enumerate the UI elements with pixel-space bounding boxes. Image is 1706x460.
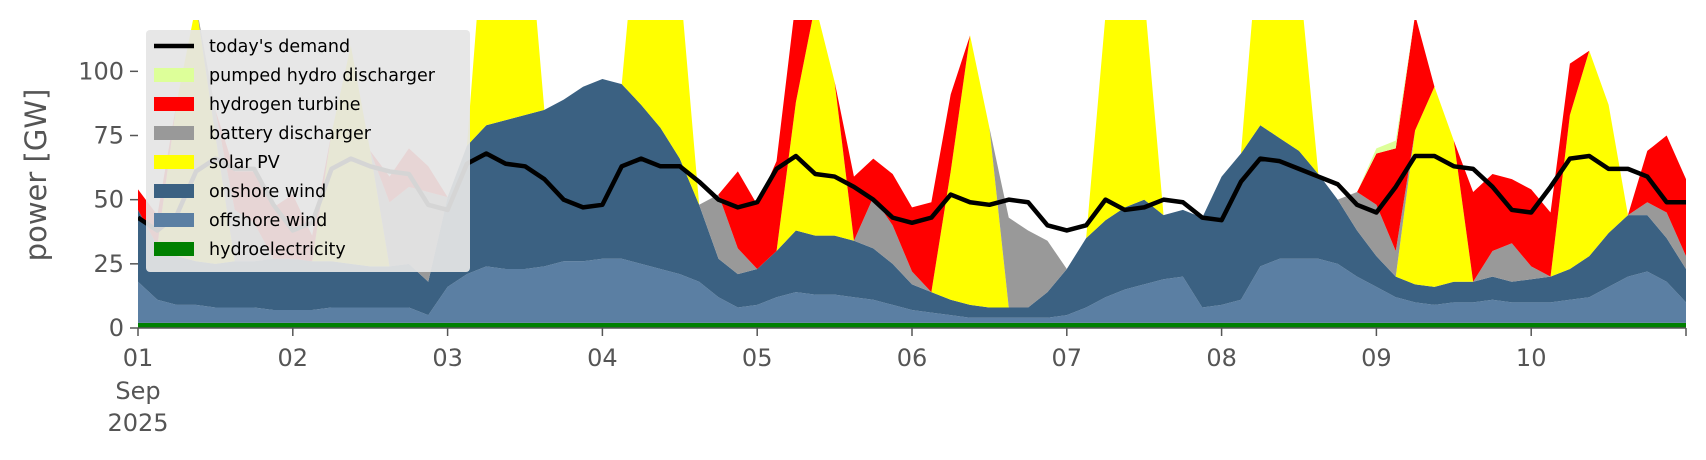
stacked-areas xyxy=(138,20,1686,328)
y-tick-label: 0 xyxy=(109,314,124,342)
x-tick-label: 01 xyxy=(123,344,154,372)
legend-label: hydroelectricity xyxy=(209,240,346,260)
area-onshore-wind xyxy=(138,79,1686,318)
x-tick-label: 10 xyxy=(1516,344,1547,372)
legend-box xyxy=(146,30,470,272)
legend-item-pumped-hydro-discharger: pumped hydro discharger xyxy=(154,66,436,86)
x-tick-label: 02 xyxy=(278,344,309,372)
legend-label: today's demand xyxy=(209,37,350,57)
plot-area xyxy=(138,20,1686,328)
legend-label: offshore wind xyxy=(209,211,327,231)
legend-label: solar PV xyxy=(209,153,280,173)
axes: 0 25 50 75 100 01 Sep 2025 02 03 04 05 06 07 08 09 10 xyxy=(78,57,1687,437)
x-tick-label: 06 xyxy=(897,344,928,372)
legend-swatch xyxy=(154,213,194,227)
x-tick-label: 03 xyxy=(432,344,463,372)
legend-label: hydrogen turbine xyxy=(209,95,361,115)
legend-label: onshore wind xyxy=(209,182,326,202)
legend-swatch xyxy=(154,68,194,82)
area-solar-pv xyxy=(138,20,1686,308)
legend-item-onshore-wind: onshore wind xyxy=(154,182,326,202)
y-tick-label: 50 xyxy=(93,186,124,214)
legend-item-today-s-demand: today's demand xyxy=(154,37,350,57)
legend-label: pumped hydro discharger xyxy=(209,66,436,86)
y-tick-label: 75 xyxy=(93,122,124,150)
y-axis-title: power [GW] xyxy=(19,89,53,262)
area-hydrogen-turbine xyxy=(138,20,1686,293)
legend-swatch xyxy=(154,97,194,111)
legend: today's demand pumped hydro discharger hyd… xyxy=(146,30,470,272)
area-battery-discharger xyxy=(138,20,1686,308)
legend-swatch xyxy=(154,242,194,256)
x-tick-sublabel: 2025 xyxy=(107,409,168,437)
area-hydroelectricity xyxy=(138,322,1686,328)
legend-swatch xyxy=(154,184,194,198)
legend-item-solar-pv: solar PV xyxy=(154,153,280,173)
x-tick-label: 09 xyxy=(1361,344,1392,372)
legend-label: battery discharger xyxy=(209,124,372,144)
y-tick-label: 100 xyxy=(78,57,124,85)
legend-item-battery-discharger: battery discharger xyxy=(154,124,372,144)
legend-swatch xyxy=(154,126,194,140)
legend-item-offshore-wind: offshore wind xyxy=(154,211,327,231)
legend-item-hydrogen-turbine: hydrogen turbine xyxy=(154,95,361,115)
x-tick-sublabel: Sep xyxy=(115,377,160,405)
x-tick-label: 07 xyxy=(1052,344,1083,372)
x-tick-label: 08 xyxy=(1206,344,1237,372)
x-tick-label: 04 xyxy=(587,344,618,372)
area-offshore-wind xyxy=(138,258,1686,323)
legend-swatch xyxy=(154,155,194,169)
legend-item-hydroelectricity: hydroelectricity xyxy=(154,240,346,260)
y-tick-label: 25 xyxy=(93,250,124,278)
x-tick-label: 05 xyxy=(742,344,773,372)
